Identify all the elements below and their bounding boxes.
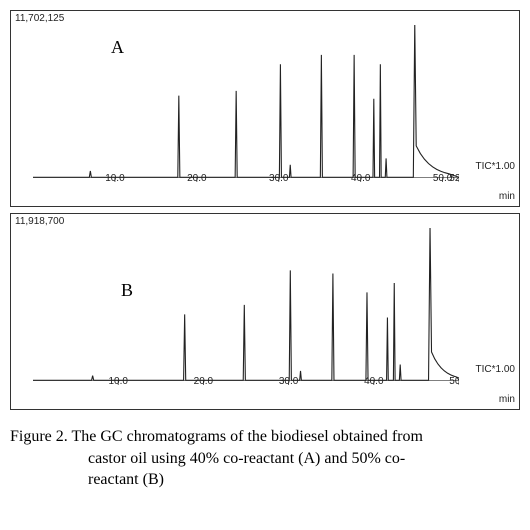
panel-b-tic-label: TIC*1.00 (476, 364, 515, 375)
panel-a-plot: 10.020.030.040.050.052.0 (33, 25, 459, 182)
figure-caption: Figure 2. The GC chromatograms of the bi… (10, 426, 520, 491)
panel-a-svg: 10.020.030.040.050.052.0 (33, 25, 459, 182)
panel-b-ymax: 11,918,700 (15, 216, 64, 227)
caption-line1: Figure 2. The GC chromatograms of the bi… (10, 428, 423, 445)
caption-line3: reactant (B) (10, 469, 512, 491)
panel-a: 11,702,125 A 10.020.030.040.050.052.0 TI… (10, 10, 520, 207)
panel-b-svg: 10.020.030.040.050.0 (33, 228, 459, 385)
panel-a-tic-label: TIC*1.00 (476, 161, 515, 172)
caption-line2: castor oil using 40% co-reactant (A) and… (10, 448, 512, 470)
panel-b-plot: 10.020.030.040.050.0 (33, 228, 459, 385)
panel-a-xunit: min (499, 191, 515, 202)
figure-wrap: 11,702,125 A 10.020.030.040.050.052.0 TI… (10, 10, 520, 491)
panel-b: 11,918,700 B 10.020.030.040.050.0 TIC*1.… (10, 213, 520, 410)
panel-a-ymax: 11,702,125 (15, 13, 64, 24)
panel-b-xunit: min (499, 394, 515, 405)
